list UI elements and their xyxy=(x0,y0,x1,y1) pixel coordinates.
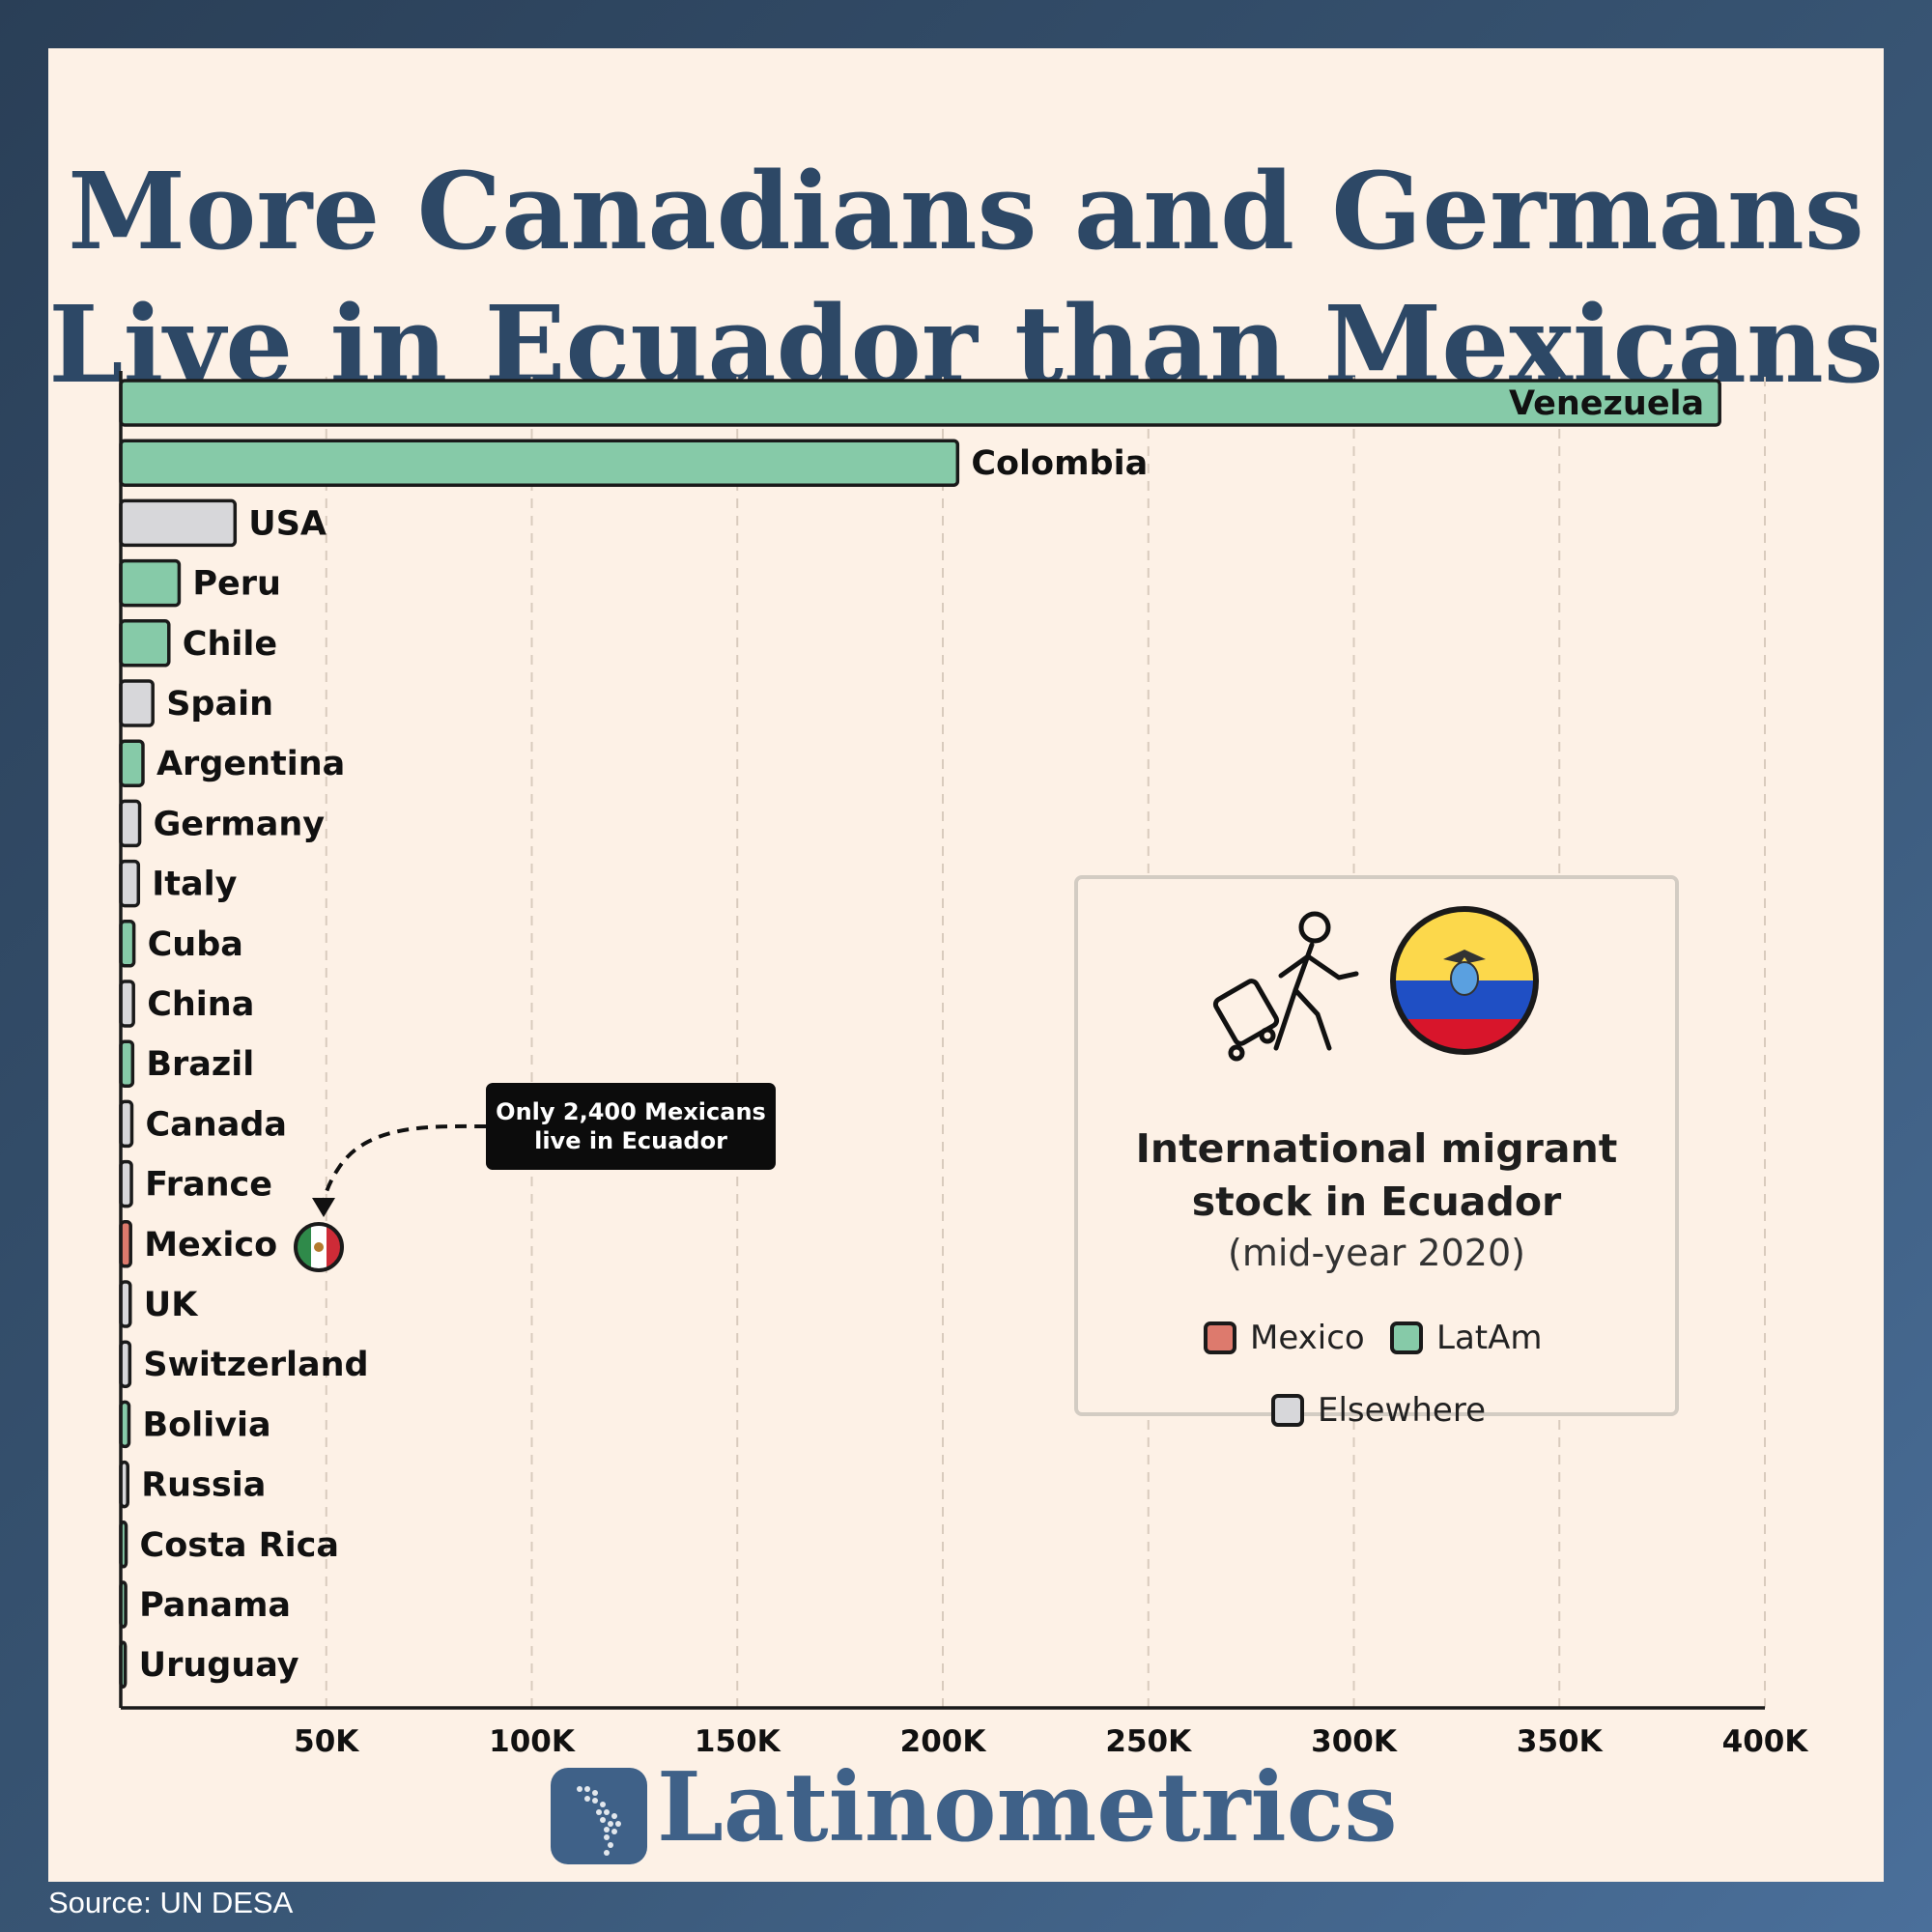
bar-label: Germany xyxy=(154,805,326,843)
bar-label: Venezuela xyxy=(1509,384,1704,423)
bar-label: Panama xyxy=(139,1586,291,1625)
bar-label: Switzerland xyxy=(143,1346,368,1384)
legend-label: Mexico xyxy=(1250,1319,1365,1357)
bar-label: Uruguay xyxy=(139,1646,299,1685)
bar-colombia xyxy=(119,439,960,487)
title-line-1: More Canadians and Germans xyxy=(68,149,1864,273)
annotation-arrow xyxy=(322,1123,487,1207)
bar-label: Spain xyxy=(166,685,273,724)
bar-label: Bolivia xyxy=(143,1406,271,1444)
bar-chile xyxy=(119,619,171,668)
bar-label: Peru xyxy=(192,565,281,604)
legend-item-latam: LatAm xyxy=(1390,1319,1543,1357)
bar-label: Russia xyxy=(141,1466,266,1505)
legend-swatch-mexico xyxy=(1204,1321,1236,1354)
legend-label: Elsewhere xyxy=(1318,1391,1486,1430)
bar-label: Italy xyxy=(152,866,237,904)
bar-label: Chile xyxy=(183,625,277,664)
annotation-arrowhead xyxy=(312,1198,335,1217)
bar-chart: Venezuela Colombia USA Peru Chile Spain Argent… xyxy=(119,371,1808,1759)
bar-peru xyxy=(119,558,182,608)
bar-brazil xyxy=(119,1039,135,1088)
brand-name: Latinometrics xyxy=(657,1752,1398,1863)
bar-venezuela xyxy=(119,379,1721,427)
bar-germany xyxy=(119,799,142,848)
bar-label: Mexico xyxy=(144,1226,277,1264)
bar-label: France xyxy=(145,1166,272,1205)
bar-label: China xyxy=(147,985,254,1024)
legend-item-mexico: Mexico xyxy=(1204,1319,1365,1357)
bar-label: Canada xyxy=(145,1105,287,1144)
legend-swatch-elsewhere xyxy=(1271,1394,1304,1427)
ecuador-flag-icon xyxy=(1390,906,1539,1055)
x-tick-label: 400K xyxy=(1722,1724,1809,1759)
bar-label: Cuba xyxy=(148,925,243,964)
bars: Venezuela Colombia USA Peru Chile Spain Argent… xyxy=(119,379,1721,1689)
mexico-flag-icon xyxy=(294,1222,344,1272)
bar-cuba xyxy=(119,920,136,968)
x-tick-label: 350K xyxy=(1517,1724,1604,1759)
legend-title-line-1: International migrant xyxy=(1135,1125,1618,1172)
x-tick-label: 200K xyxy=(900,1724,987,1759)
bar-label: Costa Rica xyxy=(140,1526,339,1565)
bar-argentina xyxy=(119,739,145,787)
x-tick-labels: 50K 100K 150K 200K 250K 300K 350K 400K xyxy=(294,1724,1808,1759)
brand-logo: Latinometrics xyxy=(551,1752,1398,1868)
bar-label: UK xyxy=(144,1286,199,1324)
source-note: Source: UN DESA xyxy=(48,1886,294,1919)
x-tick-label: 300K xyxy=(1311,1724,1398,1759)
x-tick-label: 50K xyxy=(294,1724,359,1759)
traveler-with-luggage-icon xyxy=(1212,911,1359,1062)
bar-label: Colombia xyxy=(971,444,1148,483)
axes xyxy=(119,371,1765,1710)
legend-title-line-2: stock in Ecuador xyxy=(1191,1179,1562,1225)
legend-box: International migrant stock in Ecuador (… xyxy=(1074,875,1679,1430)
x-tick-label: 100K xyxy=(489,1724,576,1759)
chart-title: More Canadians and Germans Live in Ecuad… xyxy=(48,145,1884,412)
annotation-line-1: Only 2,400 Mexicans xyxy=(496,1098,766,1125)
bar-label: Argentina xyxy=(156,745,345,783)
legend-title: International migrant stock in Ecuador xyxy=(1078,1122,1675,1229)
legend-subtitle: (mid-year 2020) xyxy=(1228,1232,1525,1274)
bar-usa xyxy=(119,498,238,548)
bar-spain xyxy=(119,679,155,727)
legend-label: LatAm xyxy=(1436,1319,1543,1357)
x-tick-label: 250K xyxy=(1105,1724,1192,1759)
bar-label: Brazil xyxy=(146,1045,254,1084)
annotation-callout: Only 2,400 Mexicans live in Ecuador xyxy=(486,1083,776,1170)
x-tick-label: 150K xyxy=(695,1724,781,1759)
annotation-line-2: live in Ecuador xyxy=(534,1127,727,1154)
bar-label: USA xyxy=(248,504,327,543)
bar-italy xyxy=(119,859,141,908)
chart-card: More Canadians and Germans Live in Ecuad… xyxy=(48,48,1884,1882)
latin-america-map-icon xyxy=(551,1768,647,1864)
legend-swatch-latam xyxy=(1390,1321,1423,1354)
bar-china xyxy=(119,980,135,1028)
legend-item-elsewhere: Elsewhere xyxy=(1271,1391,1486,1430)
